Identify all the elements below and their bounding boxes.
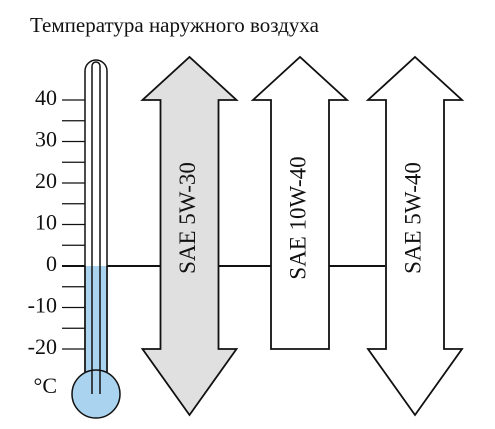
- grade-label: SAE 10W-40: [285, 156, 310, 279]
- unit-label: °C: [34, 373, 57, 398]
- thermometer-fill: [86, 266, 106, 394]
- title: Температура наружного воздуха: [30, 13, 320, 37]
- grade-label: SAE 5W-40: [400, 162, 425, 274]
- tick-label: -10: [28, 293, 57, 318]
- tick-label: 40: [35, 85, 57, 110]
- range-arrow: [140, 55, 239, 417]
- tick-label: 30: [35, 127, 57, 152]
- range-arrow: [365, 55, 465, 417]
- tick-label: 0: [46, 251, 57, 276]
- tick-label: -20: [28, 334, 57, 359]
- range-arrow: [250, 55, 350, 350]
- tube-inner: [91, 61, 101, 394]
- tick-label: 20: [35, 168, 57, 193]
- thermometer-bulb: [71, 369, 121, 419]
- tick-label: 10: [35, 210, 57, 235]
- grade-label: SAE 5W-30: [175, 162, 200, 274]
